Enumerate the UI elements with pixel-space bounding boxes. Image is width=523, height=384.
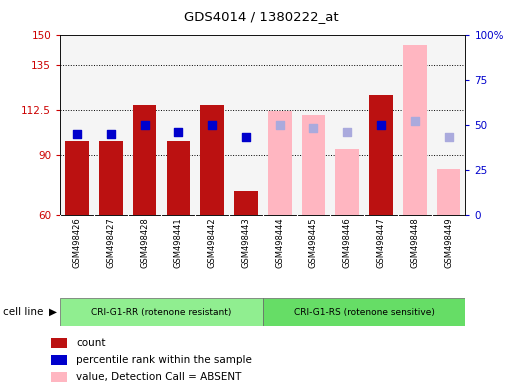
Text: value, Detection Call = ABSENT: value, Detection Call = ABSENT — [76, 372, 242, 382]
Bar — [51, 338, 67, 348]
Bar — [51, 355, 67, 365]
Text: GDS4014 / 1380222_at: GDS4014 / 1380222_at — [184, 10, 339, 23]
Point — [343, 129, 351, 135]
Bar — [133, 105, 156, 215]
Text: GSM498428: GSM498428 — [140, 217, 149, 268]
Bar — [335, 149, 359, 215]
Point — [208, 122, 217, 128]
Text: CRI-G1-RR (rotenone resistant): CRI-G1-RR (rotenone resistant) — [92, 308, 232, 316]
Bar — [60, 298, 263, 326]
Point — [309, 125, 317, 131]
Text: GSM498448: GSM498448 — [411, 217, 419, 268]
Bar — [268, 111, 291, 215]
Text: GSM498447: GSM498447 — [377, 217, 385, 268]
Bar — [65, 141, 89, 215]
Bar — [99, 141, 122, 215]
Text: GSM498427: GSM498427 — [106, 217, 115, 268]
Point — [174, 129, 183, 135]
Point — [107, 131, 115, 137]
Text: cell line: cell line — [3, 307, 43, 317]
Bar — [51, 372, 67, 382]
Point — [445, 134, 453, 141]
Text: GSM498426: GSM498426 — [73, 217, 82, 268]
Text: CRI-G1-RS (rotenone sensitive): CRI-G1-RS (rotenone sensitive) — [294, 308, 435, 316]
Bar — [234, 191, 258, 215]
Point — [140, 122, 149, 128]
Point — [377, 122, 385, 128]
Bar — [403, 45, 427, 215]
Text: GSM498446: GSM498446 — [343, 217, 352, 268]
Text: GSM498441: GSM498441 — [174, 217, 183, 268]
Bar — [166, 141, 190, 215]
Bar — [437, 169, 460, 215]
Text: count: count — [76, 338, 106, 348]
Point — [73, 131, 81, 137]
Text: ▶: ▶ — [49, 307, 56, 317]
Point — [242, 134, 250, 141]
Text: GSM498443: GSM498443 — [242, 217, 251, 268]
Bar — [263, 298, 465, 326]
Text: GSM498444: GSM498444 — [275, 217, 284, 268]
Bar — [369, 95, 393, 215]
Text: percentile rank within the sample: percentile rank within the sample — [76, 355, 252, 365]
Point — [276, 122, 284, 128]
Text: GSM498442: GSM498442 — [208, 217, 217, 268]
Point — [411, 118, 419, 124]
Bar — [302, 115, 325, 215]
Text: GSM498445: GSM498445 — [309, 217, 318, 268]
Bar — [200, 105, 224, 215]
Text: GSM498449: GSM498449 — [444, 217, 453, 268]
